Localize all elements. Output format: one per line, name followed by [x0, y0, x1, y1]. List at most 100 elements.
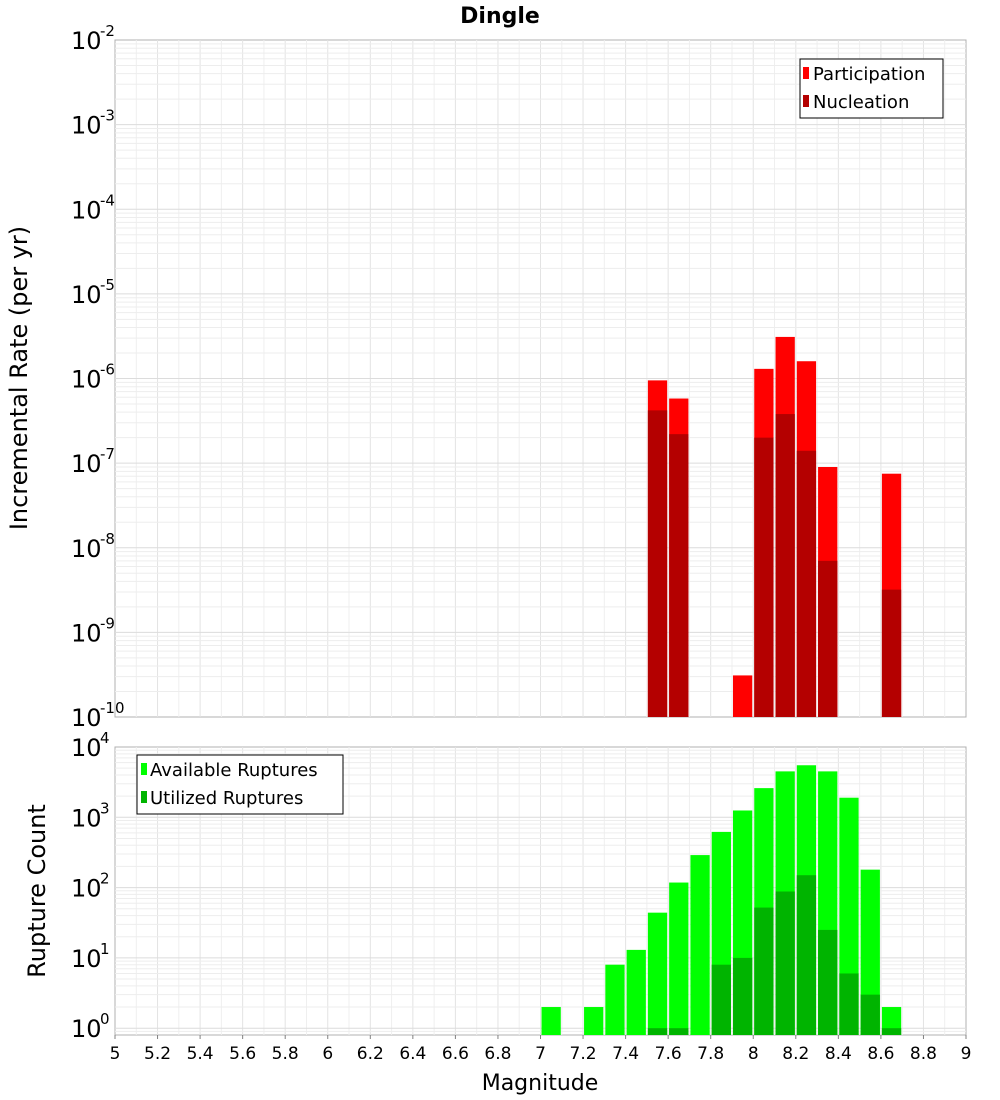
x-tick-label: 7.4	[612, 1044, 639, 1064]
x-tick-label: 6.4	[399, 1044, 426, 1064]
count-y-tick-label: 10	[71, 804, 102, 832]
x-tick-label: 5.4	[187, 1044, 214, 1064]
x-tick-label: 7.8	[697, 1044, 724, 1064]
x-tick-label: 6.2	[357, 1044, 384, 1064]
x-tick-label: 8.6	[867, 1044, 894, 1064]
count-y-tick-label: 10	[71, 1015, 102, 1043]
count-bar-available-ruptures	[647, 912, 668, 1035]
rate-bar-nucleation	[881, 589, 902, 717]
count-legend: Available Ruptures Utilized Ruptures	[136, 754, 344, 815]
count-bar-available-ruptures	[541, 1007, 561, 1035]
utilized-legend-label: Utilized Ruptures	[150, 788, 303, 809]
count-bar-utilized-ruptures	[732, 957, 753, 1035]
rate-bar-nucleation	[775, 414, 795, 717]
count-bar-utilized-ruptures	[711, 964, 731, 1035]
rate-y-tick-exponent: -2	[100, 22, 115, 40]
rate-bar-nucleation	[669, 434, 689, 717]
rate-bar-participation	[732, 675, 753, 717]
count-bar-available-ruptures	[626, 949, 646, 1035]
rate-y-tick-exponent: -8	[100, 530, 115, 548]
rate-y-ticks: 10-210-310-410-510-610-710-810-910-10	[71, 22, 125, 732]
rate-y-tick-exponent: -6	[100, 361, 115, 379]
x-tick-label: 6.6	[442, 1044, 469, 1064]
rate-bar-nucleation	[647, 410, 668, 717]
count-bar-utilized-ruptures	[754, 907, 774, 1035]
rate-y-tick-label: 10	[71, 535, 102, 563]
count-legend-box	[136, 754, 344, 815]
rate-y-tick-label: 10	[71, 196, 102, 224]
participation-legend-swatch	[803, 67, 809, 79]
rate-y-tick-exponent: -4	[100, 191, 115, 209]
count-bars	[541, 765, 902, 1035]
count-y-tick-label: 10	[71, 875, 102, 903]
count-y-tick-exponent: 1	[100, 940, 110, 958]
rate-bars	[647, 336, 902, 717]
rate-y-tick-label: 10	[71, 366, 102, 394]
count-bar-available-ruptures	[690, 855, 710, 1035]
rate-bar-nucleation	[796, 450, 817, 717]
x-tick-label: 5	[110, 1044, 121, 1064]
count-bar-utilized-ruptures	[818, 929, 838, 1035]
rate-legend: Participation Nucleation	[799, 58, 944, 119]
count-y-tick-exponent: 0	[100, 1010, 110, 1028]
x-tick-label: 8	[748, 1044, 759, 1064]
nucleation-legend-label: Nucleation	[813, 92, 909, 113]
rate-y-tick-label: 10	[71, 112, 102, 140]
rate-y-tick-exponent: -3	[100, 107, 115, 125]
magnitude-x-ticks: 5 5.2 5.4 5.6 5.8 6 6.2 6.4 6.6 6.8 7 7.2 7.4 7.6 7.8 8…	[110, 1035, 972, 1064]
x-tick-label: 7.6	[655, 1044, 682, 1064]
x-tick-label: 9	[961, 1044, 972, 1064]
x-tick-label: 5.2	[144, 1044, 171, 1064]
chart-title: Dingle	[460, 4, 540, 29]
count-bar-available-ruptures	[584, 1007, 604, 1035]
rate-y-tick-exponent: -7	[100, 445, 115, 463]
count-bar-utilized-ruptures	[796, 875, 817, 1035]
utilized-legend-swatch	[141, 791, 147, 803]
rate-bar-nucleation	[818, 560, 838, 717]
count-bar-utilized-ruptures	[839, 973, 859, 1035]
x-tick-label: 5.8	[272, 1044, 299, 1064]
x-tick-label: 8.2	[782, 1044, 809, 1064]
rate-y-tick-label: 10	[71, 27, 102, 55]
count-bar-utilized-ruptures	[860, 994, 880, 1035]
count-y-tick-exponent: 2	[100, 870, 110, 888]
rate-y-tick-label: 10	[71, 619, 102, 647]
rate-y-tick-label: 10	[71, 281, 102, 309]
rate-y-tick-exponent: -10	[100, 699, 125, 717]
count-bar-available-ruptures	[669, 882, 689, 1035]
x-axis-label: Magnitude	[482, 1071, 599, 1096]
count-bar-available-ruptures	[605, 964, 625, 1035]
x-tick-label: 5.6	[229, 1044, 256, 1064]
rate-legend-box	[799, 58, 944, 119]
x-tick-label: 7.2	[570, 1044, 597, 1064]
count-bar-utilized-ruptures	[775, 891, 795, 1035]
count-bar-available-ruptures	[881, 1007, 902, 1035]
count-y-tick-exponent: 3	[100, 799, 110, 817]
available-legend-swatch	[141, 763, 147, 775]
x-tick-label: 6.8	[484, 1044, 511, 1064]
participation-legend-label: Participation	[813, 64, 925, 85]
available-legend-label: Available Ruptures	[150, 760, 318, 781]
rate-grid	[115, 40, 966, 717]
x-tick-label: 8.8	[910, 1044, 937, 1064]
x-tick-label: 7	[535, 1044, 546, 1064]
count-y-tick-exponent: 4	[100, 729, 110, 747]
rate-y-tick-label: 10	[71, 450, 102, 478]
rate-bar-nucleation	[754, 437, 774, 717]
x-tick-label: 8.4	[825, 1044, 852, 1064]
count-y-tick-label: 10	[71, 734, 102, 762]
rate-y-tick-label: 10	[71, 704, 102, 732]
count-bar-available-ruptures	[860, 869, 880, 1035]
rate-panel: 10-210-310-410-510-610-710-810-910-10 In…	[5, 22, 967, 732]
count-bar-utilized-ruptures	[647, 1028, 668, 1035]
count-bar-utilized-ruptures	[881, 1028, 902, 1035]
rate-y-tick-exponent: -9	[100, 614, 115, 632]
rate-y-axis-label: Incremental Rate (per yr)	[5, 226, 33, 530]
x-tick-label: 6	[322, 1044, 333, 1064]
count-bar-utilized-ruptures	[669, 1028, 689, 1035]
count-y-axis-label: Rupture Count	[23, 804, 51, 978]
rate-y-tick-exponent: -5	[100, 276, 115, 294]
